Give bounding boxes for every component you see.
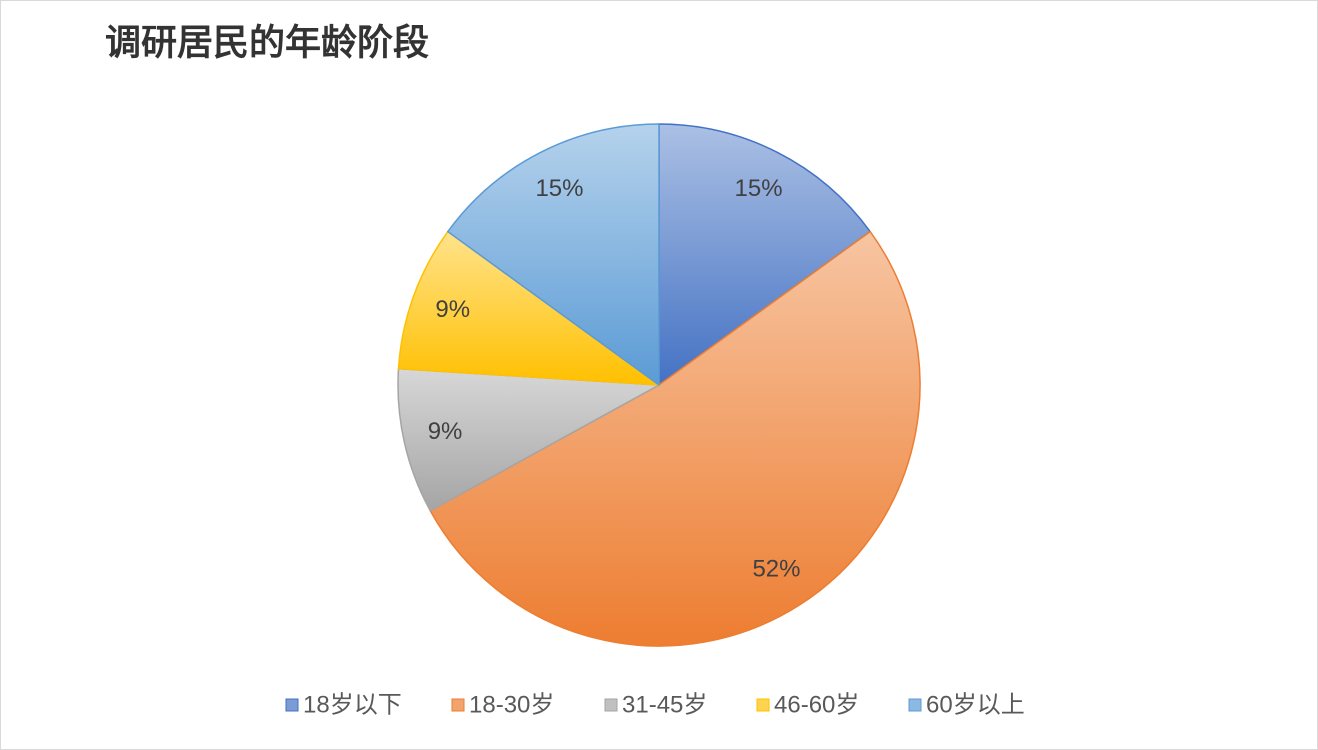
legend-swatch (285, 698, 299, 712)
legend-label: 18岁以下 (303, 691, 402, 718)
pie-slice (658, 123, 872, 387)
legend-label: 46-60岁 (774, 691, 859, 718)
legend-label: 18-30岁 (469, 691, 554, 718)
legend-label: 31-45岁 (622, 691, 707, 718)
data-label: 9% (435, 296, 470, 323)
chart-title: 调研居民的年龄阶段 (105, 22, 429, 63)
pie-slice (397, 367, 662, 512)
pie-slice (397, 230, 662, 386)
legend-swatch (451, 698, 465, 712)
legend-label: 60岁以上 (926, 691, 1025, 718)
pie-slice (429, 230, 921, 647)
pie-slice (446, 123, 660, 387)
data-label: 15% (535, 175, 583, 202)
legend-swatch (604, 698, 618, 712)
data-label: 15% (735, 175, 783, 202)
legend-swatch (756, 698, 770, 712)
legend-swatch (908, 698, 922, 712)
data-label: 9% (428, 418, 463, 445)
data-label: 52% (752, 555, 800, 582)
